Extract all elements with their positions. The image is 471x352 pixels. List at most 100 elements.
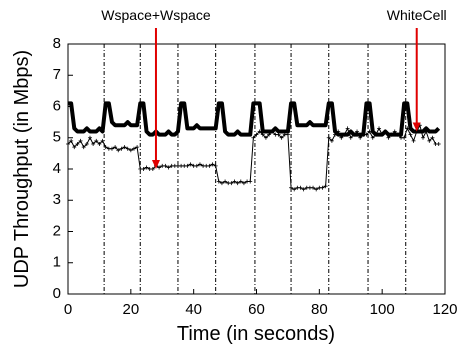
series-marker — [235, 181, 240, 186]
series-marker — [223, 179, 228, 184]
series-marker — [254, 132, 259, 137]
y-tick-label: 7 — [53, 66, 61, 83]
series-marker — [263, 135, 268, 140]
series-marker — [69, 138, 74, 143]
series-marker — [342, 132, 347, 137]
plot-frame — [67, 43, 446, 295]
series-marker — [436, 142, 441, 146]
series-marker — [216, 179, 221, 184]
series-marker — [377, 126, 382, 131]
series-marker — [97, 142, 102, 146]
x-axis-title: Time (in seconds) — [177, 323, 335, 345]
y-tick-label: 4 — [53, 160, 61, 177]
series-marker — [103, 145, 108, 150]
series-marker — [285, 132, 290, 137]
series-marker — [276, 132, 281, 137]
series-marker — [163, 163, 168, 168]
series-marker — [219, 181, 224, 186]
series-marker — [392, 129, 397, 134]
series-marker — [411, 138, 416, 143]
series-marker — [166, 165, 171, 170]
series-marker — [238, 179, 243, 184]
series-marker — [150, 167, 155, 171]
x-tick-label: 120 — [432, 301, 457, 318]
series-marker — [229, 181, 234, 186]
series-marker — [248, 179, 253, 184]
series-marker — [122, 145, 127, 150]
y-tick-label: 2 — [53, 222, 61, 239]
x-tick-label: 40 — [185, 301, 202, 318]
series-marker — [109, 146, 114, 151]
series-marker — [336, 129, 341, 134]
series-marker — [135, 145, 140, 150]
series-marker — [257, 129, 262, 134]
series-marker — [289, 185, 294, 190]
series-marker — [119, 146, 124, 151]
x-tick-label: 0 — [64, 301, 72, 318]
series-marker — [84, 142, 89, 146]
series-marker — [131, 146, 136, 151]
series-marker — [66, 142, 70, 146]
series-marker — [279, 135, 284, 140]
series-marker — [405, 126, 410, 131]
series-marker — [383, 129, 388, 134]
series-marker — [241, 181, 246, 186]
series-marker — [298, 185, 303, 190]
series-marker — [188, 162, 193, 167]
series-marker — [358, 135, 363, 140]
y-tick-label: 8 — [53, 35, 61, 52]
series-marker — [72, 145, 77, 150]
series-marker — [267, 132, 272, 137]
series-marker — [395, 132, 400, 137]
series-marker — [94, 138, 99, 143]
series-marker — [78, 138, 83, 143]
series-marker — [81, 145, 86, 150]
y-axis-title: UDP Throughput (in Mbps) — [11, 50, 33, 288]
series-marker — [348, 135, 353, 140]
series-marker — [333, 132, 338, 137]
series-marker — [210, 162, 215, 167]
series-marker — [75, 142, 80, 146]
series-marker — [213, 163, 218, 168]
series-marker — [185, 163, 190, 168]
series-marker — [339, 135, 344, 140]
x-tick-label: 60 — [248, 301, 265, 318]
series-marker — [232, 179, 237, 184]
series-marker — [141, 167, 146, 171]
series-line — [68, 101, 441, 137]
series-marker — [100, 138, 105, 143]
series-marker — [329, 138, 334, 143]
series-marker — [251, 135, 256, 140]
series-marker — [386, 135, 391, 140]
series-marker — [194, 163, 199, 168]
annotation-label: Wspace+Wspace — [101, 7, 211, 23]
series-marker — [270, 129, 275, 134]
x-tick-label: 100 — [370, 301, 395, 318]
series-marker — [430, 135, 435, 140]
series-marker — [402, 135, 407, 140]
series-marker — [113, 145, 118, 150]
series-marker — [125, 146, 130, 151]
series-marker — [367, 129, 372, 134]
annotation-label: WhiteCell — [387, 7, 447, 23]
series-marker — [314, 187, 319, 192]
y-tick-label: 1 — [53, 254, 61, 271]
series-marker — [351, 132, 356, 137]
y-tick-label: 0 — [53, 285, 61, 302]
series-marker — [128, 148, 133, 153]
series-marker — [320, 185, 325, 190]
series-marker — [408, 132, 413, 137]
series-marker — [380, 132, 385, 137]
series-marker — [370, 135, 375, 140]
y-tick-label: 3 — [53, 191, 61, 208]
series-marker — [116, 148, 121, 153]
series-marker — [260, 132, 265, 137]
series-marker — [144, 165, 149, 170]
series-marker — [421, 135, 426, 140]
x-tick-label: 20 — [122, 301, 139, 318]
annotation-arrowhead — [412, 122, 421, 132]
series-marker — [91, 142, 96, 146]
series-marker — [345, 126, 350, 131]
series-marker — [323, 184, 328, 189]
